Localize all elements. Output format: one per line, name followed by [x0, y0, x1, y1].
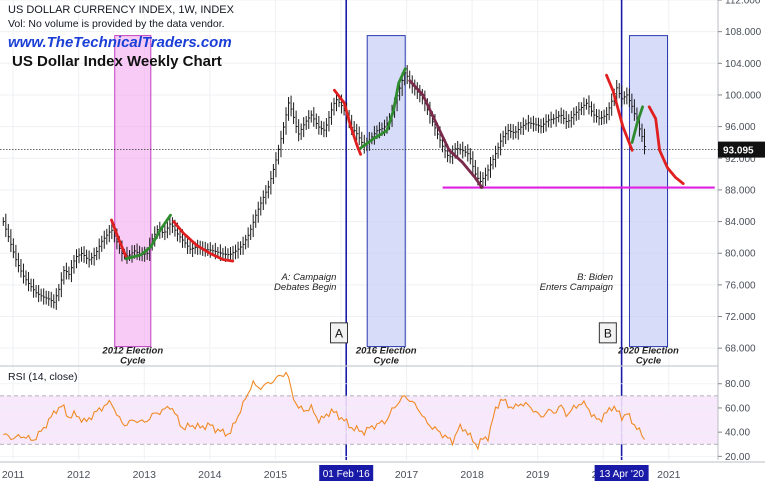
rsi-title: RSI (14, close): [8, 371, 77, 383]
date-marker-b-tag: [594, 465, 649, 481]
election-2012-label: 2012 Election Cycle: [101, 346, 163, 367]
y-tick-label: 68.000: [725, 344, 756, 355]
y-tick-label: 108.000: [725, 27, 762, 38]
event-a-label: A: Campaign Debates Begin: [274, 272, 336, 293]
event-a-marker-box: [330, 322, 349, 344]
x-tick-label: 2018: [460, 469, 484, 481]
y-tick-label: 96.000: [725, 122, 756, 133]
rsi-tick-label: 20.00: [725, 452, 750, 463]
y-tick-label: 80.000: [725, 249, 756, 260]
y-tick-label: 72.000: [725, 312, 756, 323]
symbol-line: US DOLLAR CURRENCY INDEX, 1W, INDEX: [8, 4, 234, 16]
last-price-tag: [718, 141, 765, 158]
event-a-marker: A: [335, 326, 343, 340]
x-tick-label: 2014: [198, 469, 222, 481]
y-tick-label: 112.000: [725, 0, 761, 7]
x-tick-label: 2021: [657, 469, 681, 481]
rsi-line: [3, 371, 645, 451]
path-2020-drop: [605, 73, 634, 152]
path-2016-drop: [333, 88, 362, 156]
x-tick-label: 2013: [133, 469, 157, 481]
path-2013-decline: [172, 220, 235, 263]
path-2012-drop: [110, 218, 128, 258]
path-2012-rally: [124, 213, 172, 261]
y-tick-label: 88.000: [725, 185, 756, 196]
y-tick-label: 92.000: [725, 154, 756, 165]
x-tick-label: 2012: [67, 469, 91, 481]
election-2020-region: [628, 35, 669, 348]
y-tick-label: 84.000: [725, 217, 756, 228]
rsi-band: [0, 395, 718, 445]
chart-title: US Dollar Index Weekly Chart: [12, 53, 222, 70]
event-b-label: B: Biden Enters Campaign: [540, 272, 613, 293]
rsi-tick-label: 60.00: [725, 403, 750, 414]
election-2016-label: 2016 Election Cycle: [355, 346, 417, 367]
right-axis-bg: [718, 0, 765, 487]
volume-note: Vol: No volume is provided by the data v…: [8, 18, 225, 30]
y-tick-label: 104.000: [725, 59, 762, 70]
date-marker-a: 01 Feb '16: [323, 469, 370, 480]
path-2016-rally: [359, 67, 407, 150]
event-b-marker: B: [604, 326, 612, 340]
election-2012-region: [114, 35, 152, 348]
rsi-tick-label: 40.00: [725, 428, 750, 439]
path-2017-decline: [408, 79, 484, 189]
event-b-marker-box: [598, 322, 617, 344]
x-tick-label: 2019: [526, 469, 550, 481]
path-2020-projection: [647, 105, 685, 185]
x-tick-label: 2015: [264, 469, 288, 481]
y-tick-label: 100.000: [725, 90, 762, 101]
x-tick-label: 2011: [2, 469, 25, 481]
date-marker-b: 13 Apr '20: [599, 469, 644, 480]
x-tick-label: 2017: [395, 469, 419, 481]
rsi-tick-label: 80.00: [725, 379, 750, 390]
election-2020-label: 2020 Election Cycle: [617, 346, 679, 367]
website-watermark: www.TheTechnicalTraders.com: [8, 34, 232, 51]
last-price-label: 93.095: [723, 146, 754, 157]
y-tick-label: 76.000: [725, 280, 756, 291]
path-2020-rally: [630, 105, 644, 144]
date-marker-a-tag: [319, 465, 374, 481]
